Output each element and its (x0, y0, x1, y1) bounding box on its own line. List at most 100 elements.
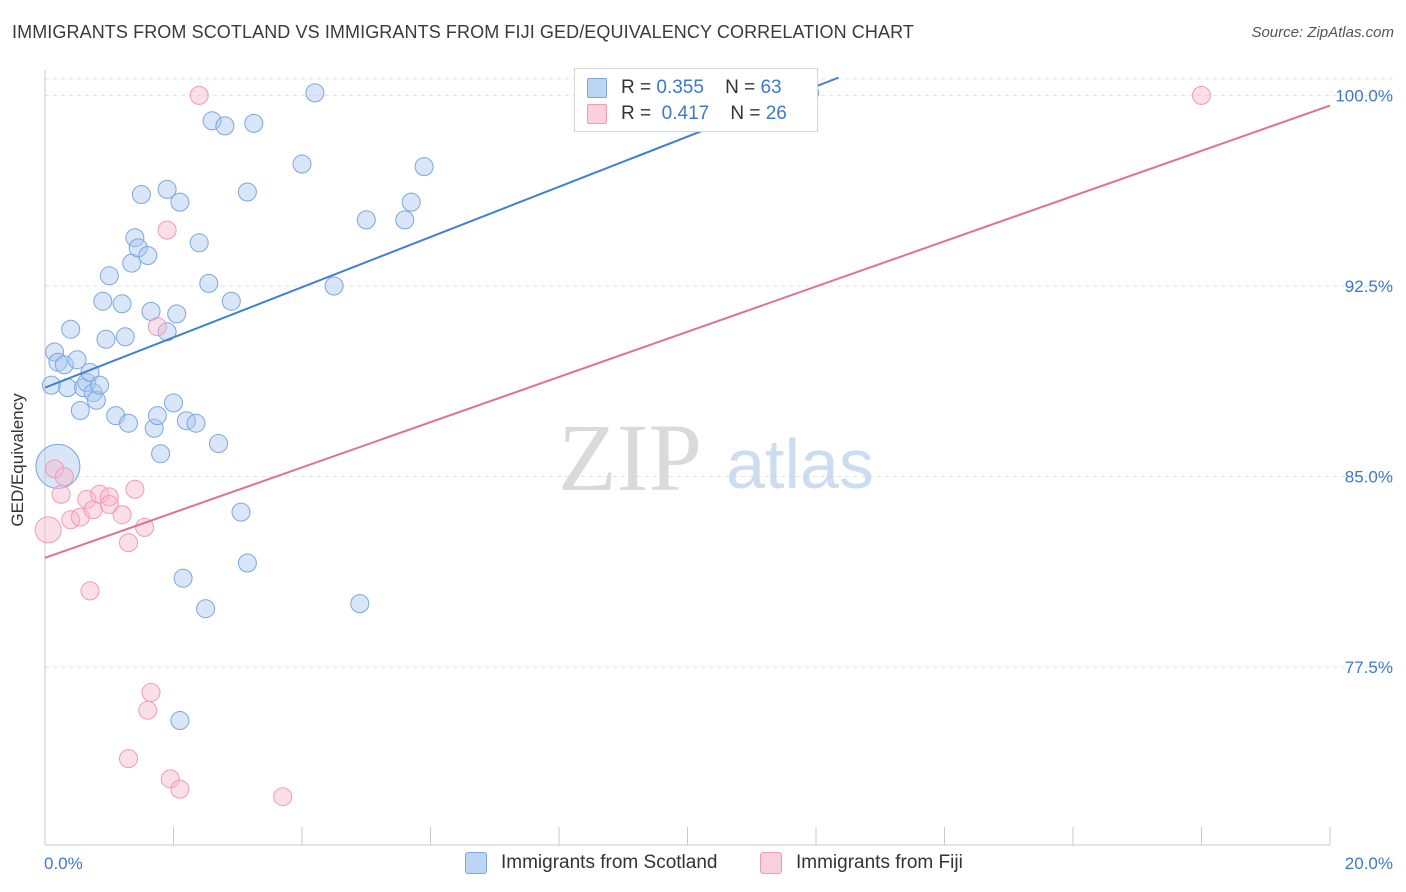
y-tick-label: 92.5% (1345, 277, 1393, 296)
chart-title: IMMIGRANTS FROM SCOTLAND VS IMMIGRANTS F… (12, 22, 914, 42)
n-label: N = (730, 103, 761, 124)
y-tick-label: 100.0% (1335, 86, 1393, 105)
fiji-swatch (587, 104, 607, 124)
scotland-point (54, 355, 74, 375)
source-label: Source: ZipAtlas.com (1251, 24, 1394, 41)
scotland-point (292, 154, 312, 174)
scotland-point (157, 179, 177, 199)
scotland-point (164, 393, 183, 413)
r-label: R = (621, 77, 652, 98)
scotland-point (237, 182, 257, 202)
n-label: N = (725, 77, 756, 98)
scotland-point (231, 502, 251, 522)
scotland-point (128, 238, 148, 258)
scotland-point (244, 113, 264, 133)
fiji-point (273, 787, 293, 807)
scotland-point (99, 266, 119, 286)
scotland-point (209, 434, 228, 453)
fiji-point (160, 769, 180, 789)
scotland-point (144, 418, 164, 438)
scotland-point (35, 443, 81, 489)
fiji-point (1192, 85, 1211, 105)
fiji-point (112, 505, 132, 525)
fiji-point (119, 533, 138, 553)
legend-item-scotland[interactable]: Immigrants from Scotland (465, 852, 717, 874)
scotland-point (70, 401, 90, 420)
scotland-point (167, 304, 187, 324)
scotland-point (324, 276, 344, 296)
scotland-point (112, 294, 132, 314)
r-value: 0.355 (656, 77, 704, 98)
scotland-point (77, 373, 97, 392)
scotland-point (96, 329, 116, 349)
scotland-point (61, 319, 81, 339)
n-value: 63 (760, 77, 782, 98)
legend-item-fiji[interactable]: Immigrants from Fiji (760, 852, 963, 874)
fiji-point (138, 700, 158, 720)
watermark-zip: ZIP (558, 404, 702, 511)
watermark-atlas: atlas (726, 425, 874, 503)
fiji-point (51, 484, 71, 504)
fiji-point (119, 749, 138, 769)
fiji-point (54, 467, 74, 487)
scotland-point (147, 406, 167, 426)
scotland-point (202, 111, 222, 131)
tick-labels: 77.5% 85.0% 92.5% 100.0% 0.0% 20.0% (44, 86, 1393, 873)
fiji-point (125, 479, 145, 499)
fiji-trend-line (44, 104, 1331, 559)
x-tick-label-max: 20.0% (1345, 854, 1393, 873)
fiji-point (77, 489, 97, 509)
scotland-point (221, 291, 241, 311)
n-value: 26 (765, 103, 787, 124)
axes (44, 70, 1331, 846)
scotland-point (196, 599, 216, 619)
scotland-point (83, 383, 103, 403)
scotland-swatch (587, 78, 607, 98)
fiji-point (80, 581, 100, 601)
scotland-point (305, 83, 325, 103)
scotland-point (199, 273, 219, 293)
stats-row-scotland: R = 0.355 N = 63 (587, 77, 782, 99)
y-tick-label: 85.0% (1345, 468, 1393, 487)
scotland-point (237, 553, 257, 573)
stats-row-fiji: R = 0.417 N = 26 (587, 103, 787, 125)
x-tick-label-min: 0.0% (44, 854, 83, 873)
scotland-point (173, 568, 193, 588)
scotland-point (151, 444, 171, 464)
grid-lines (45, 78, 1395, 668)
fiji-point (170, 779, 190, 799)
scotland-point (93, 291, 113, 311)
fiji-point (135, 517, 155, 537)
legend-label-scotland: Immigrants from Scotland (501, 852, 718, 873)
stats-legend: R = 0.355 N = 63 R = 0.417 N = 26 (574, 68, 818, 132)
scotland-point (215, 116, 235, 136)
scotland-point (119, 413, 138, 433)
scotland-point (125, 228, 145, 248)
scotland-point (395, 210, 415, 230)
fiji-point (34, 516, 62, 544)
fiji-point (99, 487, 119, 507)
scotland-point (131, 185, 151, 204)
scotland-point (67, 350, 87, 370)
scotland-point (401, 192, 421, 212)
r-value: 0.417 (661, 103, 710, 124)
scotland-point (189, 233, 209, 253)
fiji-point (45, 459, 65, 479)
y-tick-label: 77.5% (1345, 658, 1393, 677)
scotland-point (90, 375, 110, 395)
scotland-point (45, 342, 65, 362)
fiji-point (157, 220, 177, 240)
fiji-point (141, 683, 161, 702)
scotland-point (170, 192, 190, 212)
r-label: R = (621, 103, 652, 124)
legend-swatch-scotland (465, 852, 487, 874)
scotland-point (138, 246, 158, 265)
legend-swatch-fiji (760, 852, 782, 874)
scotland-point (115, 327, 135, 347)
fiji-point (189, 85, 209, 105)
scotland-point (414, 157, 434, 177)
scotland-point (170, 711, 190, 730)
scotland-point (86, 390, 106, 410)
scotland-point (356, 210, 376, 230)
